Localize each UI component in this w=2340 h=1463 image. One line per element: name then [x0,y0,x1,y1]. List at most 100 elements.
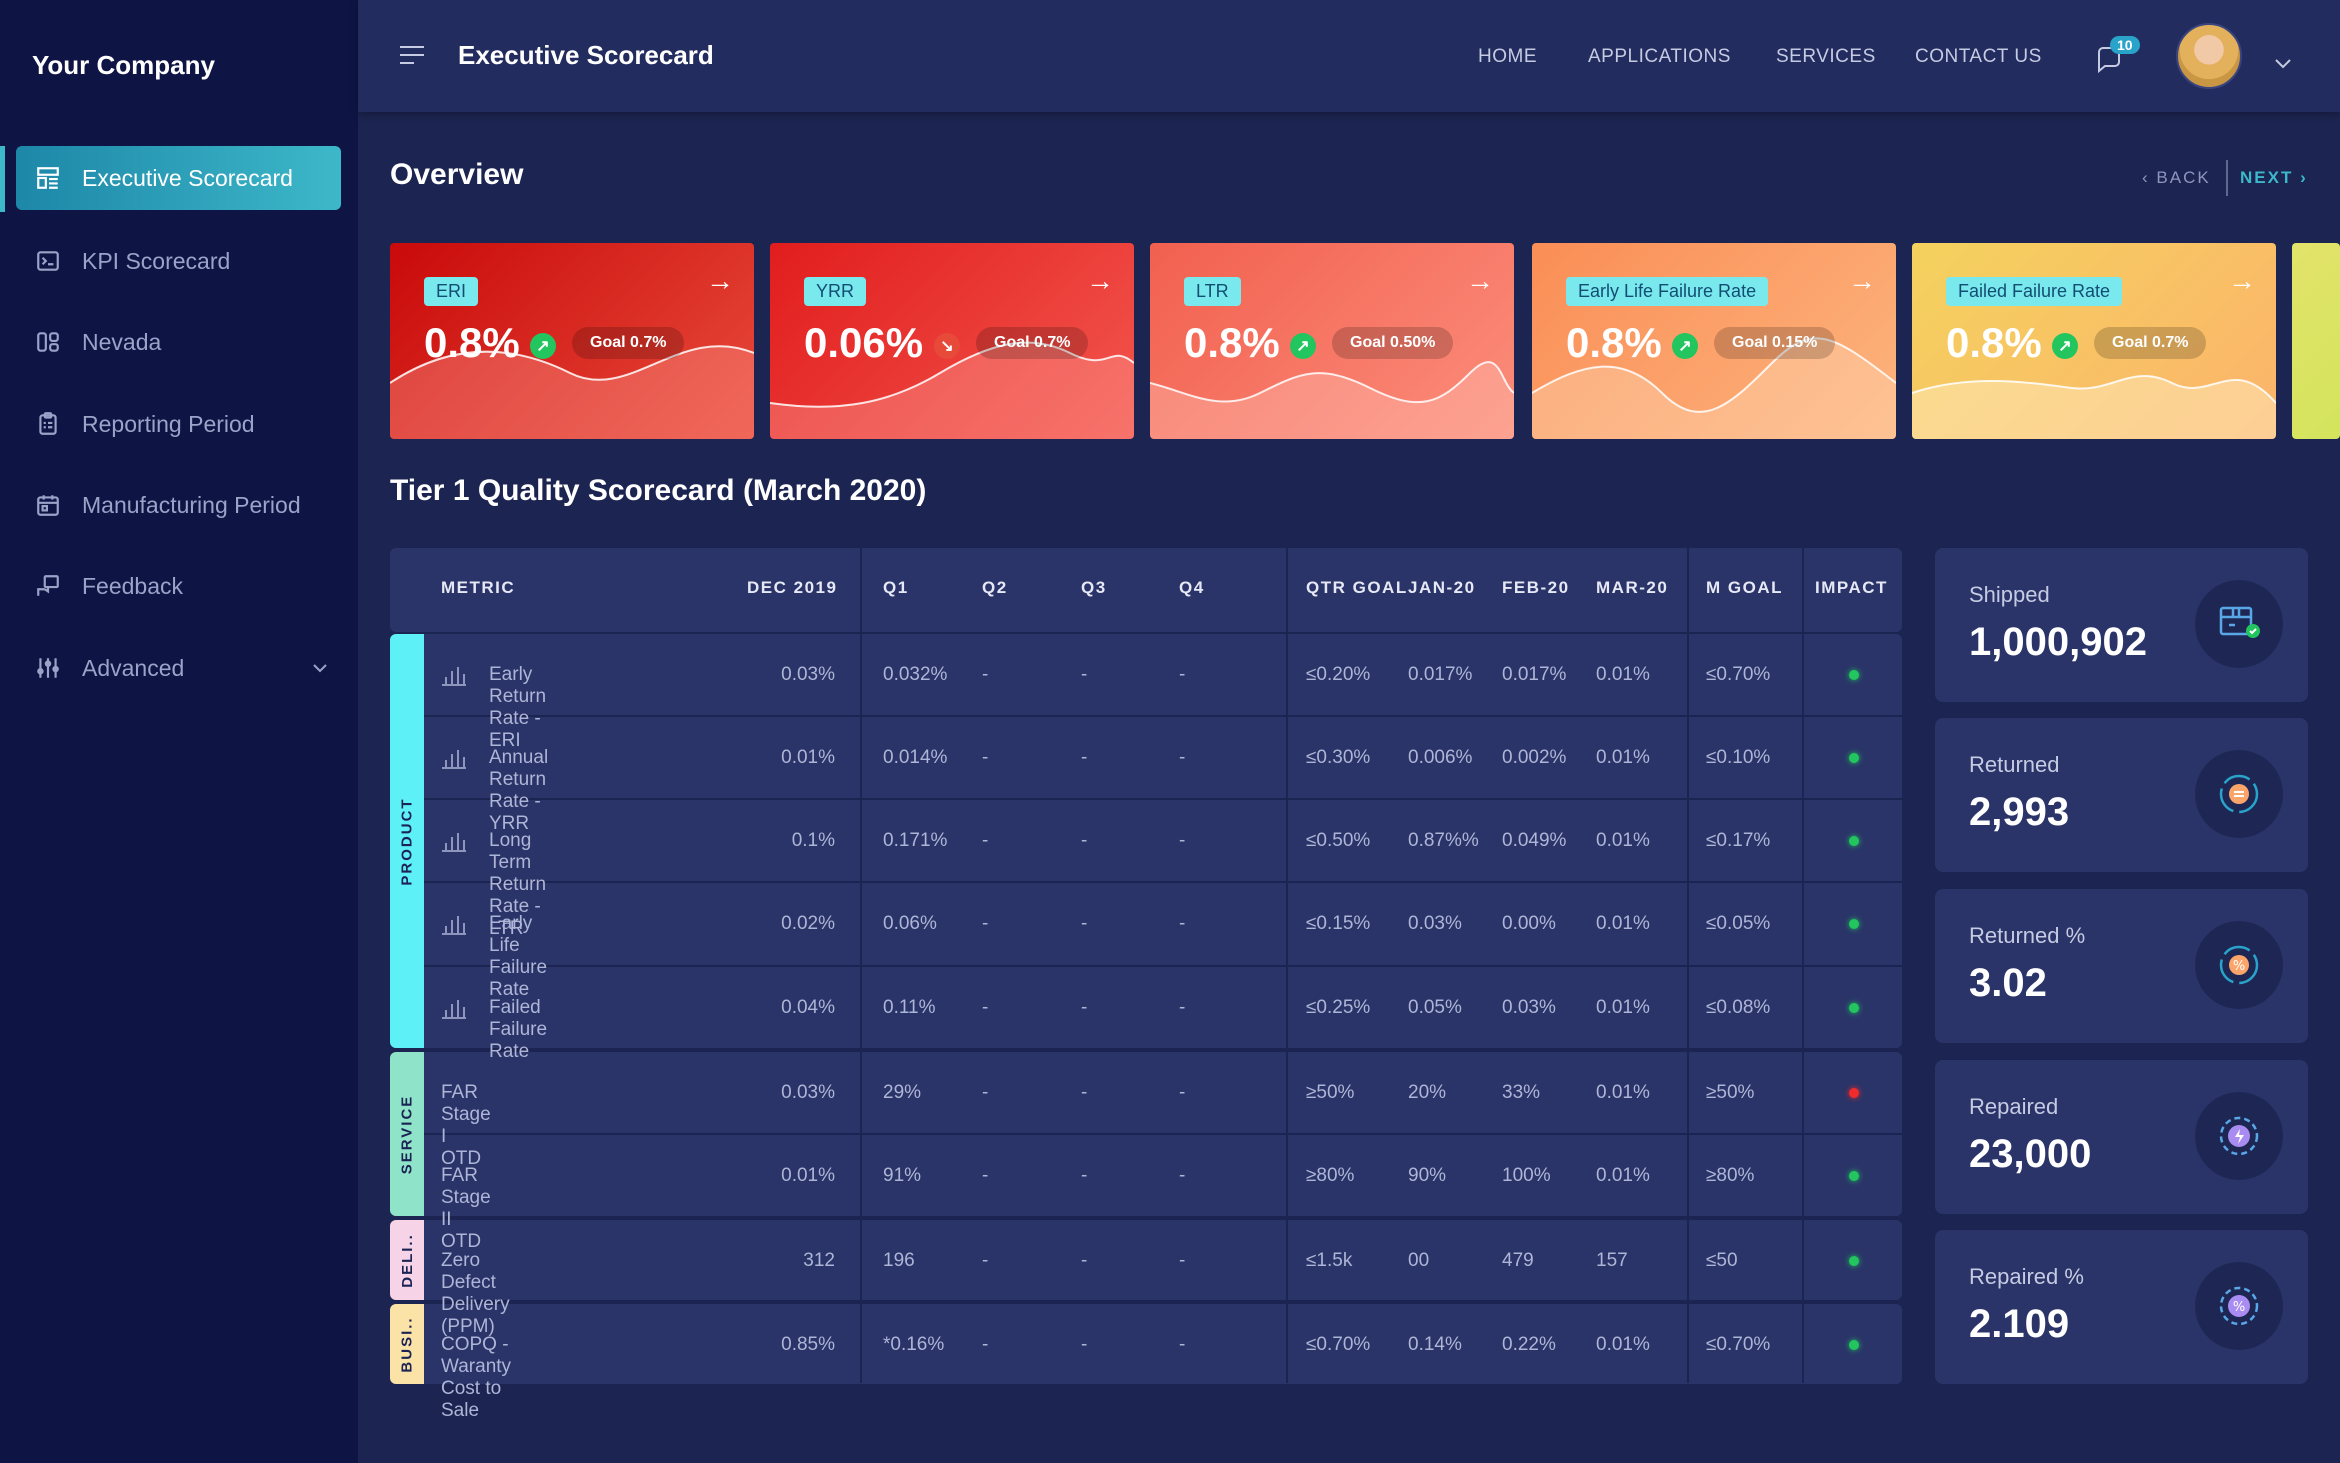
hamburger-menu-icon[interactable] [400,46,424,64]
row-separator [424,881,1902,883]
kpi-value: 0.06% [804,319,924,366]
col-qtr-goal: QTR GOAL [1306,578,1408,597]
metric-name: COPQ - Waranty Cost to Sale [441,1333,512,1421]
avatar[interactable] [2176,23,2242,89]
kpi-card-early-life-failure-rate[interactable]: Early Life Failure Rate 0.8% ↗ Goal 0.15… [1532,243,1896,439]
col-impact: IMPACT [1815,578,1888,597]
stat-card-returned[interactable]: Returned % 3.02 % [1935,889,2308,1043]
cell-q4: - [1179,663,1186,685]
cell-qgoal: ≤0.30% [1306,746,1371,768]
cell-dec: 0.02% [781,912,835,934]
stat-card-repaired[interactable]: Repaired 23,000 [1935,1060,2308,1214]
sidebar: Your Company Executive Scorecard KPI Sco… [0,0,358,1463]
feedback-icon [34,572,62,600]
arrow-right-icon[interactable]: → [1848,265,1876,296]
cell-q3: - [1081,1081,1088,1103]
sidebar-item-kpi-scorecard[interactable]: KPI Scorecard [16,229,341,293]
cell-q2: - [982,1081,989,1103]
cell-jan: 0.87%% [1408,829,1479,851]
cell-mgoal: ≤0.70% [1706,1333,1771,1355]
kpi-card-partial[interactable] [2292,243,2340,439]
cell-jan: 0.017% [1408,663,1473,685]
back-label: BACK [2156,168,2211,187]
col-q3: Q3 [1081,578,1107,597]
cell-q3: - [1081,1249,1088,1271]
impact-status-dot [1849,1170,1859,1181]
arrow-right-icon[interactable]: → [1466,265,1494,296]
metric-name: Long Term Return Rate - LTR [489,829,547,939]
stat-label: Repaired % [1969,1264,2084,1289]
cell-qgoal: ≤0.15% [1306,912,1371,934]
returned-percent-icon: % [2195,921,2283,1009]
cell-feb: 0.00% [1502,912,1556,934]
impact-status-dot [1849,1002,1859,1013]
sparkline-wave [1150,361,1514,439]
chevron-down-icon[interactable] [2274,58,2292,70]
sidebar-item-reporting-period[interactable]: Reporting Period [16,392,341,456]
metric-name: Zero Defect Delivery (PPM) [441,1249,510,1337]
nav-services[interactable]: SERVICES [1776,46,1876,67]
chevron-down-icon[interactable] [311,659,329,677]
next-label: NEXT [2240,168,2294,187]
cell-qgoal: ≤0.50% [1306,829,1371,851]
stat-value: 3.02 [1969,961,2047,1005]
stat-card-returned[interactable]: Returned 2,993 [1935,718,2308,872]
metric-name: Early Return Rate - ERI [489,663,547,751]
kpi-label: Failed Failure Rate [1946,277,2123,306]
cell-dec: 0.03% [781,663,835,685]
kpi-card-yrr[interactable]: YRR 0.06% ↘ Goal 0.7% → [770,243,1134,439]
kpi-goal: Goal 0.50% [1332,327,1454,359]
cell-mgoal: ≤50 [1706,1249,1738,1271]
nav-contact-us[interactable]: CONTACT US [1915,46,2042,67]
stat-card-shipped[interactable]: Shipped 1,000,902 [1935,548,2308,702]
bar-chart-icon [440,746,468,770]
impact-status-dot [1849,918,1859,929]
col-jan-20: JAN-20 [1408,578,1476,597]
cell-mar: 0.01% [1596,663,1650,685]
calendar-icon [34,491,62,519]
repaired-percent-icon: % [2195,1262,2283,1350]
kpi-label: YRR [804,277,867,306]
kpi-goal: Goal 0.7% [976,327,1089,359]
divider [2226,160,2228,196]
arrow-right-icon[interactable]: → [1086,265,1114,296]
next-button[interactable]: NEXT › [2240,168,2308,187]
cell-feb: 0.002% [1502,746,1567,768]
cell-q2: - [982,996,989,1018]
arrow-right-icon[interactable]: → [2228,265,2256,296]
cell-jan: 0.05% [1408,996,1462,1018]
cell-mar: 0.01% [1596,1081,1650,1103]
stat-card-repaired[interactable]: Repaired % 2.109 % [1935,1230,2308,1384]
back-button[interactable]: ‹ BACK [2142,168,2211,187]
sidebar-item-feedback[interactable]: Feedback [16,554,341,618]
scorecard-table: METRIC DEC 2019 Q1 Q2 Q3 Q4 QTR GOAL JAN… [390,548,1902,1421]
cell-q3: - [1081,996,1088,1018]
kpi-card-ltr[interactable]: LTR 0.8% ↗ Goal 0.50% → [1150,243,1514,439]
kpi-card-failed-failure-rate[interactable]: Failed Failure Rate 0.8% ↗ Goal 0.7% → [1912,243,2276,439]
cell-jan: 20% [1408,1081,1447,1103]
kpi-goal: Goal 0.7% [572,327,685,359]
sidebar-item-advanced[interactable]: Advanced [16,636,341,700]
nav-applications[interactable]: APPLICATIONS [1588,46,1731,67]
impact-status-dot [1849,669,1859,680]
group-label: DELI.. [398,1232,416,1288]
cell-q3: - [1081,746,1088,768]
cell-mgoal: ≤0.70% [1706,663,1771,685]
group-band: DELI.. [390,1220,424,1300]
cell-feb: 0.03% [1502,996,1556,1018]
stat-value: 2,993 [1969,790,2070,834]
bar-chart-icon [440,996,468,1020]
nav-home[interactable]: HOME [1478,46,1537,67]
repaired-gear-icon [2195,1092,2283,1180]
kpi-card-eri[interactable]: ERI 0.8% ↗ Goal 0.7% → [390,243,754,439]
cell-mar: 0.01% [1596,1333,1650,1355]
trend-up-icon: ↗ [1672,333,1698,359]
sidebar-item-manufacturing-period[interactable]: Manufacturing Period [16,473,341,537]
arrow-right-icon[interactable]: → [706,265,734,296]
sidebar-item-nevada[interactable]: Nevada [16,310,341,374]
cell-qgoal: ≤0.20% [1306,663,1371,685]
svg-text:%: % [2233,1300,2245,1315]
col-dec-2019: DEC 2019 [747,578,838,597]
kpi-value: 0.8% [1566,319,1662,366]
sidebar-item-executive-scorecard[interactable]: Executive Scorecard [16,146,341,210]
